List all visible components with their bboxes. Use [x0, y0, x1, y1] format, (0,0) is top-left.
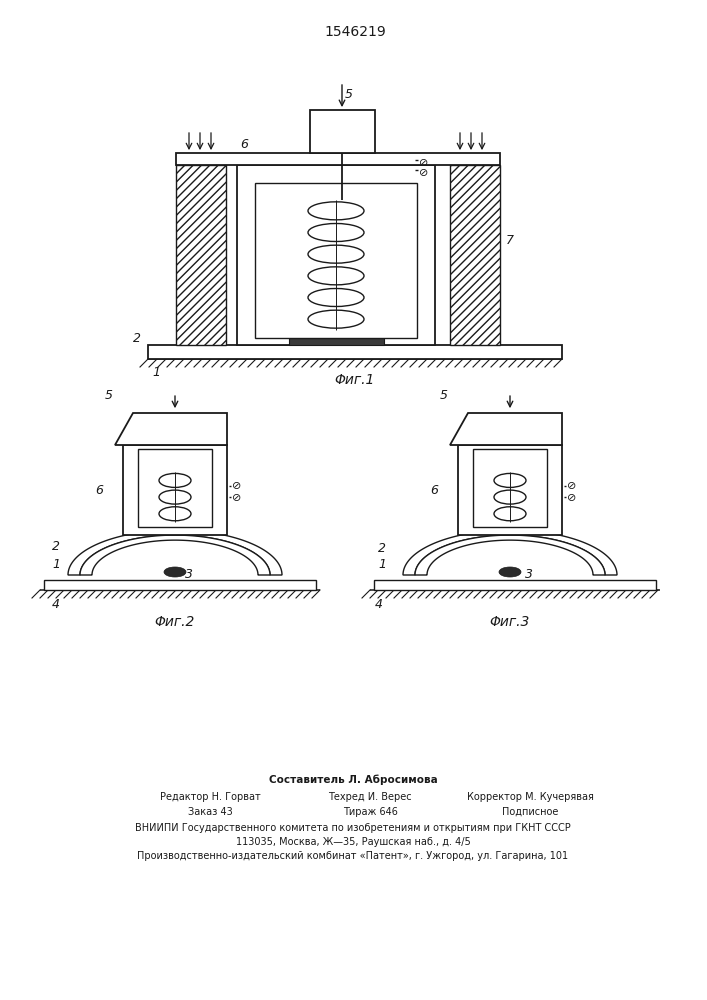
Text: 1546219: 1546219: [324, 25, 386, 39]
Text: Составитель Л. Абросимова: Составитель Л. Абросимова: [269, 775, 438, 785]
Bar: [44, 580, 316, 590]
Text: Производственно-издательский комбинат «Патент», г. Ужгород, ул. Гагарина, 101: Производственно-издательский комбинат «П…: [137, 851, 568, 861]
Bar: [450, 165, 500, 345]
Text: $\oslash$: $\oslash$: [231, 492, 241, 503]
Text: 3: 3: [275, 322, 283, 334]
Text: 5: 5: [105, 389, 113, 402]
Bar: [176, 153, 500, 165]
Bar: [255, 183, 417, 338]
Text: 5: 5: [440, 389, 448, 402]
Polygon shape: [68, 530, 282, 575]
Text: 2: 2: [133, 332, 141, 344]
Text: Φиг.1: Φиг.1: [335, 373, 375, 387]
Text: 1: 1: [52, 558, 60, 572]
Bar: [138, 449, 212, 527]
Text: 2: 2: [52, 540, 60, 554]
Text: Заказ 43: Заказ 43: [187, 807, 233, 817]
Bar: [473, 449, 547, 527]
Text: 3: 3: [185, 568, 193, 582]
Polygon shape: [115, 413, 227, 445]
Text: Φиг.3: Φиг.3: [490, 615, 530, 629]
Bar: [123, 445, 227, 535]
Text: Редактор Н. Горват: Редактор Н. Горват: [160, 792, 260, 802]
Ellipse shape: [499, 567, 521, 577]
Text: $\oslash$: $\oslash$: [566, 480, 576, 491]
Polygon shape: [80, 535, 270, 575]
Text: Φиг.2: Φиг.2: [155, 615, 195, 629]
Bar: [148, 345, 562, 359]
Text: 4: 4: [375, 598, 383, 611]
Text: 6: 6: [430, 484, 438, 497]
Polygon shape: [450, 413, 562, 445]
Bar: [289, 338, 384, 345]
Text: 4: 4: [52, 598, 60, 611]
Bar: [237, 165, 435, 345]
Text: $\oslash$: $\oslash$: [418, 166, 428, 178]
Text: $\oslash$: $\oslash$: [231, 480, 241, 491]
Bar: [310, 110, 375, 153]
Text: 1: 1: [152, 366, 160, 379]
Text: $\oslash$: $\oslash$: [418, 156, 428, 167]
Text: 113035, Москва, Ж—35, Раушская наб., д. 4/5: 113035, Москва, Ж—35, Раушская наб., д. …: [235, 837, 470, 847]
Bar: [374, 580, 656, 590]
Text: 3: 3: [525, 568, 533, 582]
Text: 6: 6: [95, 484, 103, 497]
Text: 2: 2: [378, 542, 386, 554]
Polygon shape: [415, 535, 605, 575]
Text: $\oslash$: $\oslash$: [566, 492, 576, 503]
Bar: [458, 445, 562, 535]
Text: 6: 6: [240, 137, 248, 150]
Text: 1: 1: [378, 558, 386, 572]
Polygon shape: [403, 530, 617, 575]
Bar: [176, 165, 226, 345]
Text: 7: 7: [506, 233, 514, 246]
Text: Корректор М. Кучерявая: Корректор М. Кучерявая: [467, 792, 593, 802]
Text: ВНИИПИ Государственного комитета по изобретениям и открытиям при ГКНТ СССР: ВНИИПИ Государственного комитета по изоб…: [135, 823, 571, 833]
Ellipse shape: [164, 567, 186, 577]
Text: Техред И. Верес: Техред И. Верес: [328, 792, 411, 802]
Text: Подписное: Подписное: [502, 807, 559, 817]
Text: 5: 5: [345, 89, 353, 102]
Text: Тираж 646: Тираж 646: [343, 807, 397, 817]
